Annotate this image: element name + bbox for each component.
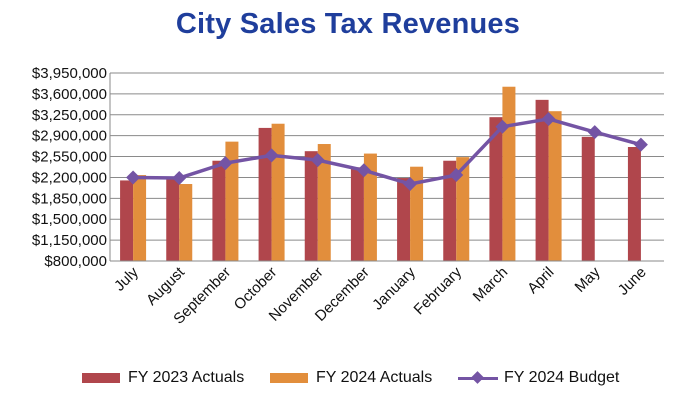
legend-label-fy2024-budget: FY 2024 Budget — [504, 369, 620, 386]
legend-label-fy2023: FY 2023 Actuals — [128, 369, 245, 386]
y-tick-label: $3,600,000 — [32, 86, 107, 103]
bar-fy2024-march — [502, 86, 516, 261]
legend-item-fy2024: FY 2024 Actuals — [270, 366, 432, 390]
y-tick-label: $1,150,000 — [32, 232, 107, 249]
y-tick-label: $2,900,000 — [32, 128, 107, 145]
bar-fy2024-august — [179, 184, 193, 261]
bar-fy2024-july — [133, 175, 147, 261]
budget-marker-october — [264, 148, 279, 163]
legend-item-fy2023: FY 2023 Actuals — [82, 366, 244, 390]
y-tick-label: $1,850,000 — [32, 190, 107, 207]
x-tick-label: March — [470, 264, 511, 305]
bar-fy2023-january — [397, 178, 411, 261]
bar-fy2023-february — [443, 160, 457, 261]
budget-marker-july — [126, 170, 141, 185]
budget-marker-september — [218, 156, 233, 171]
bar-fy2023-december — [350, 167, 364, 261]
budget-marker-december — [356, 163, 371, 178]
bar-fy2024-september — [225, 141, 239, 261]
y-tick-label: $800,000 — [44, 253, 107, 270]
x-tick-label: May — [572, 263, 604, 295]
y-tick-label: $3,950,000 — [32, 65, 107, 82]
legend: FY 2023 Actuals FY 2024 Actuals FY 2024 … — [0, 366, 696, 390]
bar-fy2024-april — [548, 111, 562, 261]
bar-fy2024-january — [410, 166, 424, 261]
x-tick-label: August — [143, 263, 189, 309]
budget-marker-february — [449, 168, 464, 183]
chart-title: City Sales Tax Revenues — [175, 8, 521, 40]
bar-fy2023-april — [535, 99, 549, 261]
bar-fy2024-october — [271, 123, 285, 261]
bar-fy2023-july — [120, 180, 134, 261]
x-tick-label: June — [615, 264, 650, 299]
budget-marker-may — [587, 125, 602, 140]
bar-fy2024-november — [317, 144, 331, 261]
x-tick-label: February — [411, 263, 466, 318]
bar-fy2023-november — [304, 151, 318, 261]
bar-fy2024-december — [363, 153, 377, 261]
y-tick-label: $1,500,000 — [32, 211, 107, 228]
budget-marker-january — [403, 177, 418, 192]
legend-label-fy2024: FY 2024 Actuals — [316, 369, 433, 386]
x-tick-label: July — [111, 263, 142, 294]
legend-swatch-fy2024 — [270, 373, 308, 383]
budget-marker-november — [310, 153, 325, 168]
bar-fy2023-september — [212, 160, 226, 261]
budget-marker-april — [541, 111, 556, 126]
bar-fy2023-october — [258, 127, 272, 262]
y-tick-label: $2,550,000 — [32, 149, 107, 166]
y-tick-label: $3,250,000 — [32, 107, 107, 124]
bar-fy2023-june — [627, 147, 641, 261]
budget-marker-june — [633, 137, 648, 152]
x-tick-label: April — [524, 264, 557, 297]
legend-item-fy2024-budget: FY 2024 Budget — [458, 366, 619, 390]
legend-swatch-fy2023 — [82, 373, 120, 383]
budget-marker-august — [172, 171, 187, 186]
bar-fy2023-march — [489, 117, 503, 262]
bar-fy2023-may — [581, 136, 595, 261]
budget-line — [133, 117, 642, 186]
budget-marker-march — [495, 119, 510, 134]
y-tick-label: $2,200,000 — [32, 169, 107, 186]
legend-swatch-fy2024-budget — [458, 370, 498, 386]
bar-fy2024-february — [456, 157, 470, 261]
bar-fy2023-august — [166, 179, 180, 261]
